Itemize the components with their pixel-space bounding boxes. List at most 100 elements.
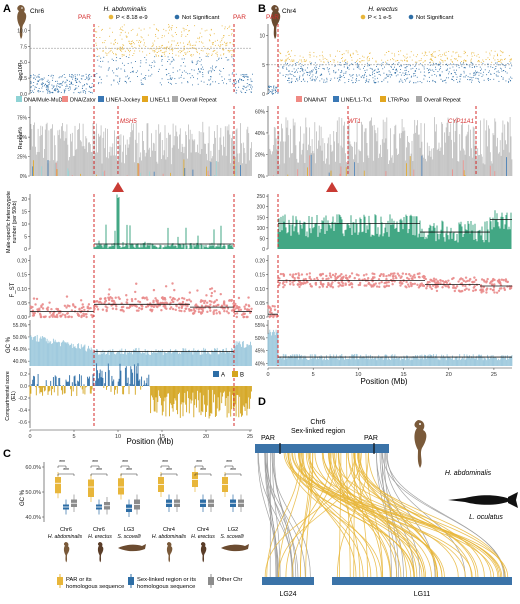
snp-point [444,54,445,56]
snp-point [509,79,511,81]
snp-point [352,74,354,76]
snp-point [38,90,40,92]
snp-point [489,54,491,56]
snp-point [153,51,155,53]
snp-point [76,74,78,76]
snp-point [433,63,434,65]
sig-label: *** [92,460,98,466]
snp-point [313,55,315,57]
pipefish-icon [221,544,249,552]
fst-point [181,304,184,307]
snp-point [371,68,373,70]
fst-point [464,276,468,279]
snp-point [66,85,68,87]
snp-point [270,91,272,93]
fst-point [189,300,193,303]
snp-point [474,74,476,76]
fst-point [419,283,422,286]
snp-point [49,92,51,94]
synteny-link-sex [332,452,506,578]
snp-point [352,53,354,55]
snp-point [202,76,204,78]
snp-point [247,79,249,81]
snp-point [99,37,101,38]
y-tick-label: 0.00 [255,315,265,321]
fst-point [134,297,137,301]
snp-point [394,53,396,55]
snp-point [434,74,436,75]
fst-point [205,301,209,304]
snp-point [163,53,165,55]
snp-point [64,90,66,91]
snp-point [33,74,34,76]
fst-point [382,274,385,278]
snp-point [36,83,38,85]
snp-point [46,89,48,91]
snp-point [30,75,31,77]
fst-point [294,272,298,276]
fst-point [328,272,332,275]
snp-point [490,73,492,75]
snp-point [303,60,305,62]
legend-ltr-pao: LTR/Pao [388,98,409,104]
snp-point [277,92,279,94]
snp-point [165,48,167,50]
snp-point [304,69,306,71]
snp-point [434,81,436,82]
snp-point [135,72,137,74]
snp-point [197,60,199,62]
snp-point [30,75,32,77]
snp-point [313,52,315,54]
snp-point [360,76,362,78]
snp-point [473,52,475,54]
snp-point [171,40,173,42]
fst-point [169,296,172,299]
fst-point [279,272,283,276]
snp-point [168,81,169,83]
fst-point [192,312,195,315]
snp-point [273,86,274,88]
snp-point [322,58,324,60]
snp-point [213,70,215,72]
fst-point [321,277,325,280]
snp-point [312,78,314,80]
snp-point [355,79,357,81]
snp-point [47,90,49,92]
fst-point [213,290,216,293]
fst-point [171,300,175,304]
snp-point [63,89,65,91]
fst-point [186,304,189,308]
snp-point [88,85,90,87]
fst-point [56,315,59,319]
snp-point [41,79,43,81]
fst-point [467,288,471,291]
snp-point [456,65,458,67]
snp-point [458,54,460,56]
y-tick-label: 0.15 [17,273,27,279]
sig-bracket [120,473,138,476]
fst-point [490,283,494,286]
snp-point [111,58,113,60]
synteny-link-sex [291,452,337,578]
marker-triangle-b [326,182,338,192]
snp-point [465,60,467,62]
fst-point [509,286,513,290]
snp-point [415,70,417,72]
snp-point [474,54,476,56]
snp-point [132,40,133,42]
snp-point [365,80,367,81]
snp-point [140,40,142,42]
fst-point [452,284,455,287]
snp-point [299,77,300,79]
fst-point [87,303,91,306]
snp-point [351,63,353,65]
snp-point [479,66,481,68]
snp-point [75,81,77,83]
fst-point [70,315,73,319]
snp-point [89,86,91,88]
snp-point [363,77,365,79]
snp-point [491,61,493,63]
snp-point [286,67,287,69]
snp-point [122,30,124,32]
fst-point [291,281,294,284]
